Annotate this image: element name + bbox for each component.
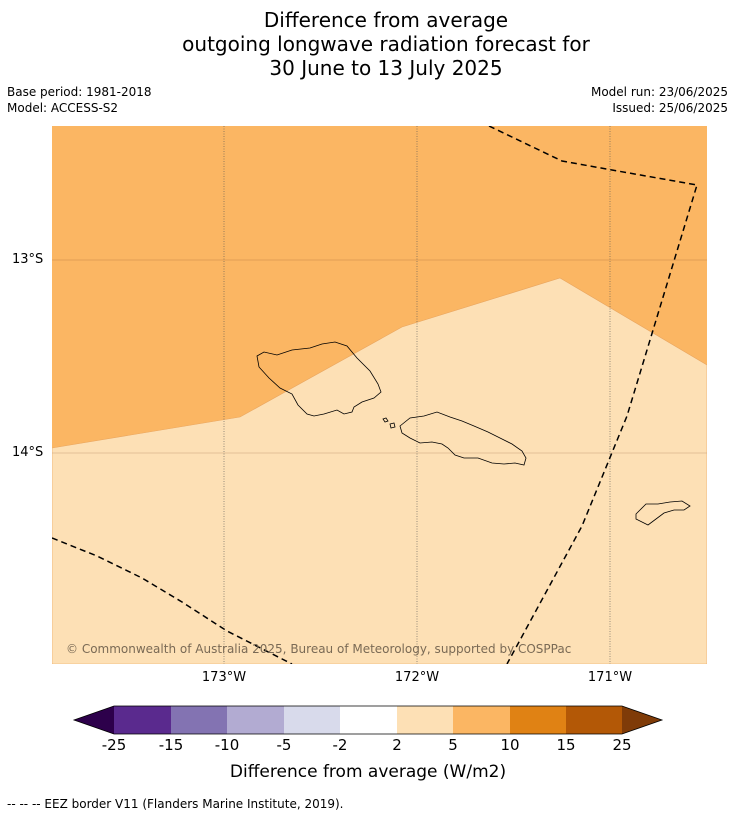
meta-right: Model run: 23/06/2025 Issued: 25/06/2025: [591, 84, 728, 116]
island-upolu: [399, 411, 527, 466]
colorbar-tick: 10: [500, 736, 520, 754]
lon-label-171w: 171°W: [587, 670, 633, 685]
colorbar-tick: -2: [332, 736, 348, 754]
colorbar-swatch: [171, 706, 227, 734]
title-line-1: Difference from average: [263, 8, 509, 32]
lat-label-13s: 13°S: [12, 252, 44, 267]
map-title: Difference from average outgoing longwav…: [0, 8, 736, 80]
colorbar-swatch: [114, 706, 171, 734]
issued-date: Issued: 25/06/2025: [612, 101, 728, 115]
island-manono: [382, 417, 396, 429]
colorbar-tick: 25: [612, 736, 632, 754]
map-svg: [52, 126, 707, 664]
colorbar: [72, 705, 664, 735]
colorbar-tick: 15: [556, 736, 576, 754]
island-savaii: [256, 341, 382, 417]
colorbar-tick: -5: [276, 736, 292, 754]
colorbar-swatch: [340, 706, 397, 734]
colorbar-tick: 5: [448, 736, 458, 754]
eez-footnote: -- -- -- EEZ border V11 (Flanders Marine…: [7, 797, 344, 811]
colorbar-swatch: [453, 706, 510, 734]
base-period: Base period: 1981-2018: [7, 85, 152, 99]
colorbar-swatch: [227, 706, 284, 734]
meta-left: Base period: 1981-2018 Model: ACCESS-S2: [7, 84, 152, 116]
lon-label-172w: 172°W: [394, 670, 440, 685]
copyright-notice: © Commonwealth of Australia 2025, Bureau…: [66, 642, 572, 656]
colorbar-swatch: [397, 706, 453, 734]
eez-border-east: [488, 126, 698, 664]
colorbar-tick: -10: [214, 736, 240, 754]
eez-border-southwest: [52, 537, 293, 664]
colorbar-swatch: [284, 706, 340, 734]
lat-label-14s: 14°S: [12, 445, 44, 460]
colorbar-outline: [72, 705, 664, 735]
model-run: Model run: 23/06/2025: [590, 85, 728, 99]
colorbar-tick: 2: [392, 736, 402, 754]
colorbar-swatch: [566, 706, 622, 734]
colorbar-extend-low: [74, 706, 114, 734]
island-tutuila: [635, 500, 691, 526]
colorbar-extend-high: [622, 706, 662, 734]
colorbar-title: Difference from average (W/m2): [229, 762, 507, 782]
title-line-2: outgoing longwave radiation forecast for: [182, 32, 590, 56]
model-name: Model: ACCESS-S2: [7, 101, 119, 115]
lon-label-173w: 173°W: [201, 670, 247, 685]
colorbar-swatch: [510, 706, 566, 734]
colorbar-tick: -15: [158, 736, 184, 754]
title-line-3: 30 June to 13 July 2025: [269, 56, 503, 80]
anomaly-region-2-5: [52, 277, 707, 664]
map-panel: [52, 126, 707, 664]
colorbar-tick: -25: [101, 736, 127, 754]
